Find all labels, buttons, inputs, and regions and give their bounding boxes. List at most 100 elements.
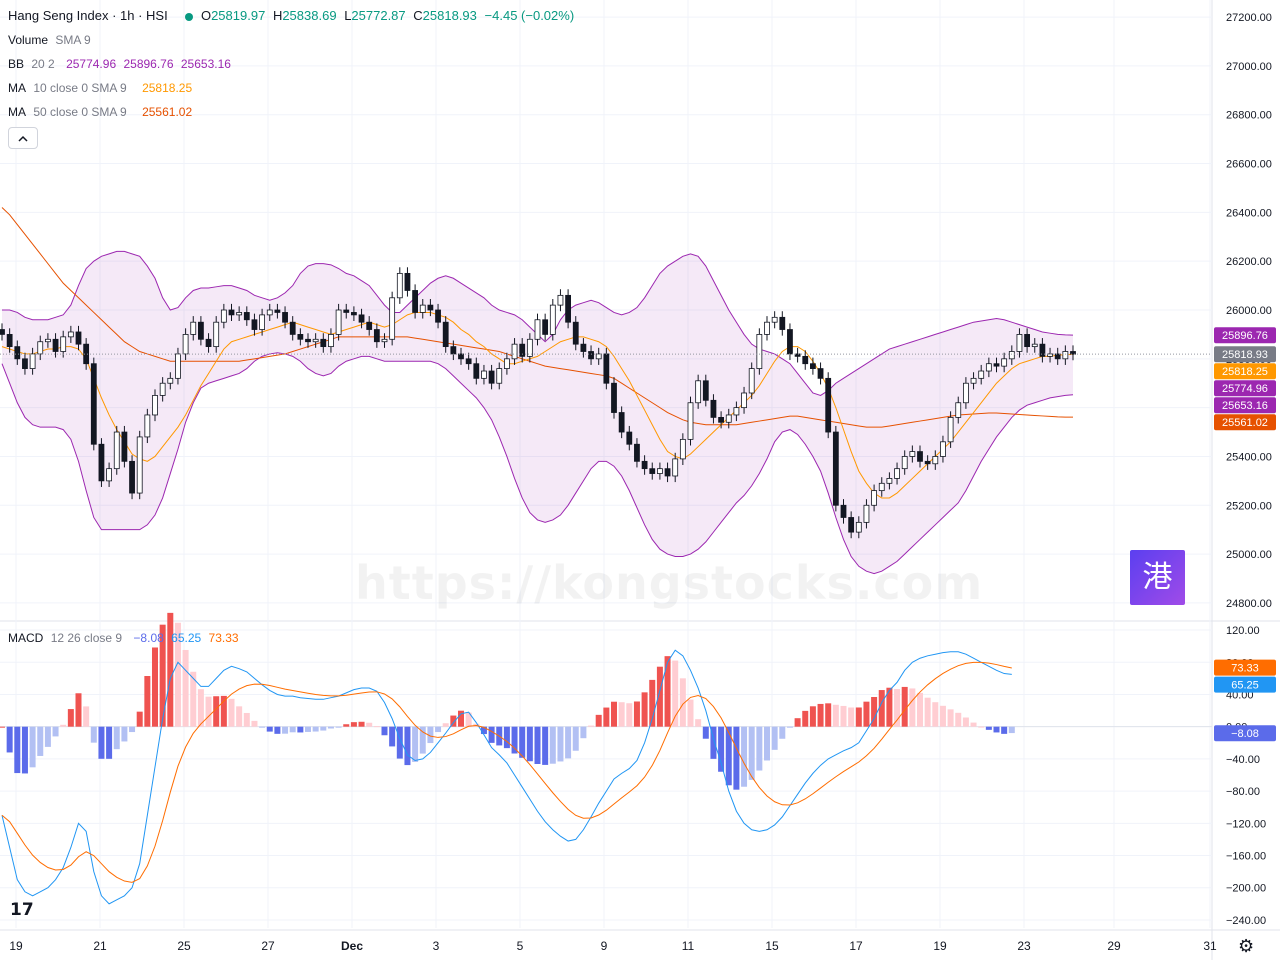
macd-badge: −8.08 (1231, 728, 1259, 740)
candle-body (427, 304, 434, 311)
price-badge: 25818.93 (1222, 349, 1268, 361)
candle-body (396, 272, 403, 299)
macd-histogram-bar (243, 712, 250, 727)
candle-body (266, 309, 273, 316)
macd-histogram-bar (373, 726, 380, 728)
candle-body (481, 370, 487, 379)
candle-body (29, 353, 36, 369)
macd-histogram-bar (1008, 726, 1015, 734)
candle-body (886, 478, 893, 484)
macd-histogram-bar (427, 726, 434, 744)
candle-body (978, 370, 985, 379)
macd-badge-bg (1214, 676, 1276, 693)
candle-body (542, 319, 549, 335)
macd-histogram-bar (197, 689, 204, 727)
macd-legend[interactable]: MACD 12 26 close 9 −8.08 65.25 73.33 (8, 630, 243, 646)
ma10-params: 10 close 0 SMA 9 (33, 81, 127, 95)
candle-body (549, 304, 556, 335)
candle-body (901, 456, 908, 470)
candle-body (435, 309, 441, 323)
candle-body (404, 272, 411, 291)
macd-histogram-bar (6, 726, 13, 753)
macd-histogram-bar (389, 726, 396, 747)
bb-legend[interactable]: BB 20 2 25774.96 25896.76 25653.16 (8, 56, 235, 72)
macd-histogram-bar (672, 660, 679, 727)
volume-params: SMA 9 (55, 33, 91, 47)
macd-histogram-bar (939, 705, 946, 727)
candle-body (878, 482, 885, 492)
macd-histogram-bar (978, 726, 985, 728)
candle-body (511, 343, 518, 360)
macd-histogram-bar (90, 726, 97, 743)
collapse-legend-button[interactable] (8, 127, 38, 149)
candle-body (985, 363, 992, 372)
candle-body (832, 431, 839, 506)
candle-body (672, 458, 679, 477)
macd-histogram-bar (312, 726, 319, 732)
macd-histogram-bar (358, 721, 365, 727)
candle-body (557, 294, 564, 306)
price-tick-label: 26400.00 (1226, 207, 1272, 219)
macd-histogram-bar (236, 706, 243, 727)
ma10-legend[interactable]: MA 10 close 0 SMA 9 25818.25 (8, 80, 196, 96)
candle-body (45, 338, 51, 343)
candle-body (634, 443, 640, 462)
candle-body (572, 321, 579, 345)
time-tick-label: 17 (849, 939, 863, 953)
macd-histogram-bar (98, 726, 105, 759)
macd-histogram-bar (993, 726, 1000, 733)
macd-hist-value: −8.08 (133, 631, 164, 645)
candle-body (412, 290, 419, 313)
macd-histogram-bar (924, 697, 931, 727)
candle-body (909, 451, 916, 457)
open-value: 25819.97 (211, 8, 266, 23)
macd-histogram-bar (947, 709, 954, 727)
volume-legend[interactable]: Volume SMA 9 (8, 32, 95, 48)
price-badge-bg (1214, 414, 1276, 431)
price-badge: 25818.25 (1222, 366, 1268, 378)
time-tick-label: 27 (261, 939, 275, 953)
candle-body (618, 412, 625, 433)
macd-histogram-bar (412, 726, 419, 762)
tradingview-logo[interactable]: 17 (10, 900, 34, 920)
macd-histogram-bar (396, 726, 403, 759)
macd-histogram-bar (144, 676, 151, 727)
gear-icon[interactable]: ⚙ (1238, 936, 1255, 956)
candle-body (320, 338, 327, 348)
macd-tick-label: −200.00 (1226, 883, 1266, 895)
macd-histogram-bar (251, 720, 258, 727)
candle-body (67, 331, 74, 338)
candle-body (733, 407, 740, 416)
candle-body (350, 312, 357, 316)
candle-body (611, 382, 617, 413)
macd-histogram-bar (37, 726, 44, 756)
candle-body (312, 338, 319, 343)
candle-body (366, 321, 373, 330)
macd-histogram-bar (289, 726, 296, 733)
candle-body (251, 319, 258, 330)
change-value: −4.45 (−0.02%) (484, 8, 575, 23)
candle-body (243, 312, 250, 321)
macd-histogram-bar (458, 710, 464, 727)
macd-histogram-bar (205, 696, 212, 727)
candle-body (1024, 334, 1030, 348)
candle-body (328, 334, 334, 348)
macd-histogram-bar (718, 726, 725, 772)
candle-body (52, 338, 59, 352)
time-tick-label: 9 (601, 939, 608, 953)
candle-body (626, 431, 633, 445)
time-tick-label: 21 (93, 939, 107, 953)
macd-histogram-bar (633, 701, 640, 727)
symbol-title[interactable]: Hang Seng Index · 1h · HSI (8, 8, 168, 23)
candle-body (825, 377, 832, 433)
macd-params: 12 26 close 9 (50, 631, 123, 645)
macd-badge-bg (1214, 725, 1276, 742)
ma50-legend[interactable]: MA 50 close 0 SMA 9 25561.02 (8, 104, 196, 120)
macd-histogram-bar (83, 706, 90, 727)
candle-body (794, 353, 801, 357)
candle-body (14, 346, 21, 360)
candle-body (963, 382, 969, 404)
macd-histogram-bar (809, 706, 816, 727)
macd-histogram-bar (305, 726, 311, 732)
